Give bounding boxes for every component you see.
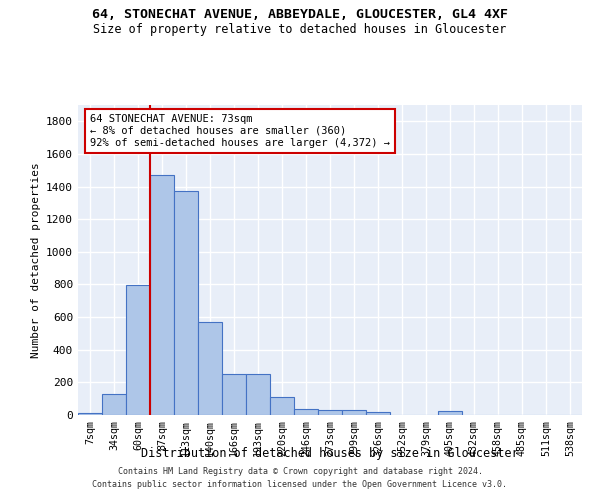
Bar <box>366 412 390 415</box>
Text: Contains public sector information licensed under the Open Government Licence v3: Contains public sector information licen… <box>92 480 508 489</box>
Bar <box>150 175 174 415</box>
Text: 64 STONECHAT AVENUE: 73sqm
← 8% of detached houses are smaller (360)
92% of semi: 64 STONECHAT AVENUE: 73sqm ← 8% of detac… <box>90 114 390 148</box>
Text: 64, STONECHAT AVENUE, ABBEYDALE, GLOUCESTER, GL4 4XF: 64, STONECHAT AVENUE, ABBEYDALE, GLOUCES… <box>92 8 508 20</box>
Bar <box>294 409 318 415</box>
Bar <box>342 410 366 415</box>
Text: Contains HM Land Registry data © Crown copyright and database right 2024.: Contains HM Land Registry data © Crown c… <box>118 467 482 476</box>
Bar <box>198 322 222 415</box>
Bar <box>222 374 246 415</box>
Y-axis label: Number of detached properties: Number of detached properties <box>31 162 41 358</box>
Text: Distribution of detached houses by size in Gloucester: Distribution of detached houses by size … <box>141 448 519 460</box>
Bar <box>438 412 462 415</box>
Text: Size of property relative to detached houses in Gloucester: Size of property relative to detached ho… <box>94 22 506 36</box>
Bar <box>102 394 126 415</box>
Bar <box>318 410 342 415</box>
Bar <box>246 374 270 415</box>
Bar <box>174 192 198 415</box>
Bar <box>126 286 150 415</box>
Bar <box>270 397 294 415</box>
Bar <box>78 412 102 415</box>
